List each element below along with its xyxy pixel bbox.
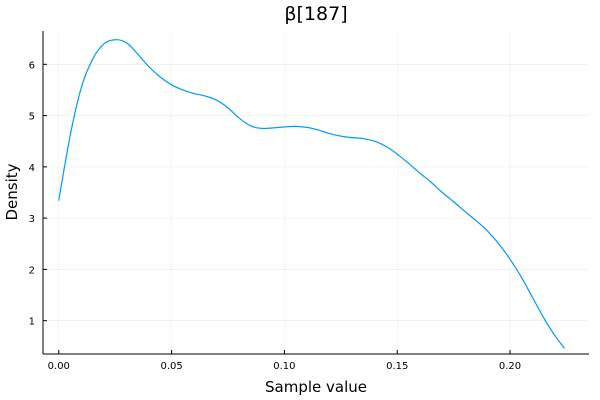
y-tick-label: 4 (29, 163, 35, 174)
x-tick-label: 0.00 (48, 361, 70, 372)
x-tick-label: 0.20 (499, 361, 521, 372)
y-tick-label: 5 (29, 112, 35, 123)
x-tick-label: 0.15 (386, 361, 408, 372)
x-tick-label: 0.05 (160, 361, 182, 372)
x-axis-title: Sample value (265, 378, 367, 396)
chart-title: β[187] (284, 3, 347, 25)
ticks: 0.00 0.05 0.10 0.15 0.20 1 2 3 4 5 6 (29, 60, 522, 372)
y-tick-label: 3 (29, 214, 35, 225)
axes (42, 31, 589, 355)
y-axis-title: Density (3, 163, 21, 220)
series-layer (58, 39, 565, 349)
y-tick-label: 2 (29, 265, 35, 276)
y-tick-label: 6 (29, 60, 35, 71)
y-tick-label: 1 (29, 317, 35, 328)
grid (43, 31, 589, 354)
density-series-line (58, 39, 565, 349)
x-tick-label: 0.10 (273, 361, 295, 372)
